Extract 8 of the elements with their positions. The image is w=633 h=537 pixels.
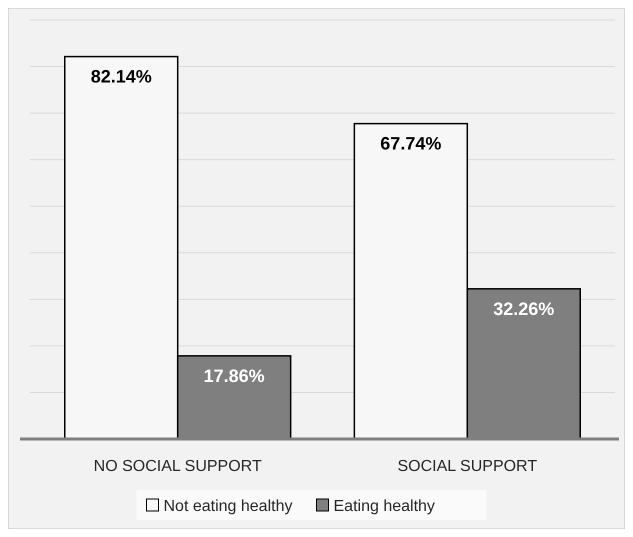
data-label: 32.26% <box>493 298 554 319</box>
x-tick-label: NO SOCIAL SUPPORT <box>94 458 262 475</box>
legend-label: Eating healthy <box>334 498 435 515</box>
x-tick-label: SOCIAL SUPPORT <box>398 458 538 475</box>
legend-label: Not eating healthy <box>164 498 292 515</box>
data-label: 67.74% <box>380 134 442 154</box>
data-label: 82.14% <box>90 66 152 87</box>
data-label: 17.86% <box>204 366 265 386</box>
